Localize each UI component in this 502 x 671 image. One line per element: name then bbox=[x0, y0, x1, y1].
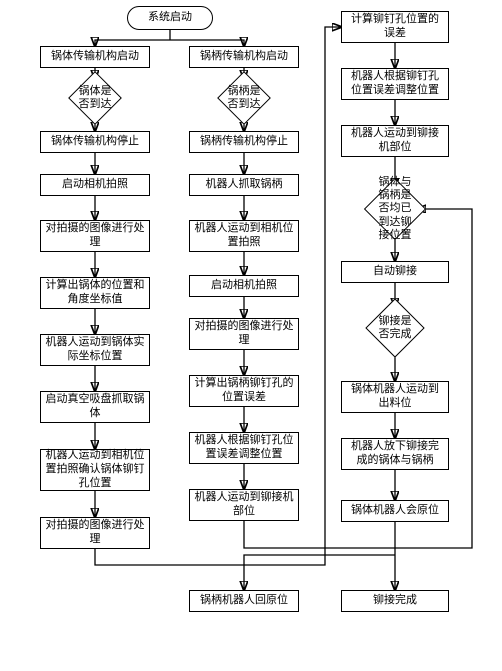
flow-step-L5: 对拍摄的图像进行处理 bbox=[40, 220, 150, 252]
node-label: 锅柄传输机构启动 bbox=[200, 50, 288, 64]
flow-step-R2: 机器人根据铆钉孔位置误差调整位置 bbox=[341, 68, 449, 100]
flow-step-M3: 锅柄传输机构停止 bbox=[189, 131, 299, 153]
node-label: 机器人运动到铆接机部位 bbox=[346, 127, 444, 155]
node-label: 计算出锅柄铆钉孔的位置误差 bbox=[194, 377, 294, 405]
node-label: 铆接是否完成 bbox=[374, 315, 416, 341]
node-label: 锅体传输机构停止 bbox=[51, 135, 139, 149]
flowchart-canvas: 系统启动锅体传输机构启动锅体是否到达锅体传输机构停止启动相机拍照对拍摄的图像进行… bbox=[0, 0, 502, 671]
flow-step-R1: 计算铆钉孔位置的误差 bbox=[341, 11, 449, 43]
flow-step-R10: 铆接完成 bbox=[341, 590, 449, 612]
flow-step-L4: 启动相机拍照 bbox=[40, 174, 150, 196]
node-label: 锅柄是否到达 bbox=[225, 85, 263, 111]
flow-step-L10: 对拍摄的图像进行处理 bbox=[40, 517, 150, 549]
flow-step-M8: 计算出锅柄铆钉孔的位置误差 bbox=[189, 375, 299, 407]
node-label: 机器人运动到锅体实际坐标位置 bbox=[45, 336, 145, 364]
flow-step-M11: 锅柄机器人回原位 bbox=[189, 590, 299, 612]
flow-step-R8: 机器人放下铆接完成的锅体与锅柄 bbox=[341, 438, 449, 470]
flow-decision-R6: 铆接是否完成 bbox=[374, 307, 416, 349]
node-label: 锅体是否到达 bbox=[76, 85, 114, 111]
node-label: 锅体传输机构启动 bbox=[51, 50, 139, 64]
node-label: 机器人放下铆接完成的锅体与锅柄 bbox=[346, 440, 444, 468]
node-label: 计算出锅体的位置和角度坐标值 bbox=[45, 279, 145, 307]
flow-decision-R4: 锅体与锅柄是否均已到达铆接位置 bbox=[373, 187, 417, 231]
node-label: 机器人运动到相机位置拍照 bbox=[194, 222, 294, 250]
node-label: 锅柄传输机构停止 bbox=[200, 135, 288, 149]
node-label: 自动铆接 bbox=[373, 265, 417, 279]
flow-step-R9: 锅体机器人会原位 bbox=[341, 500, 449, 522]
flow-step-L8: 启动真空吸盘抓取锅体 bbox=[40, 391, 150, 423]
node-label: 启动相机拍照 bbox=[62, 178, 128, 192]
flow-step-L3: 锅体传输机构停止 bbox=[40, 131, 150, 153]
flow-step-R3: 机器人运动到铆接机部位 bbox=[341, 125, 449, 157]
node-label: 对拍摄的图像进行处理 bbox=[194, 320, 294, 348]
node-label: 锅体与锅柄是否均已到达铆接位置 bbox=[373, 176, 417, 242]
flow-start-start: 系统启动 bbox=[127, 6, 213, 30]
node-label: 系统启动 bbox=[148, 11, 192, 25]
node-label: 启动真空吸盘抓取锅体 bbox=[45, 393, 145, 421]
flow-decision-M2: 锅柄是否到达 bbox=[225, 79, 263, 117]
flow-step-M10: 机器人运动到铆接机部位 bbox=[189, 489, 299, 521]
node-label: 机器人运动到铆接机部位 bbox=[194, 491, 294, 519]
flow-step-M4: 机器人抓取锅柄 bbox=[189, 174, 299, 196]
node-label: 对拍摄的图像进行处理 bbox=[45, 519, 145, 547]
node-label: 锅体机器人会原位 bbox=[351, 504, 439, 518]
flow-step-M6: 启动相机拍照 bbox=[189, 275, 299, 297]
node-label: 锅柄机器人回原位 bbox=[200, 594, 288, 608]
node-label: 机器人抓取锅柄 bbox=[206, 178, 283, 192]
node-label: 机器人运动到相机位置拍照确认锅体铆钉孔位置 bbox=[45, 449, 145, 490]
node-label: 计算铆钉孔位置的误差 bbox=[346, 13, 444, 41]
flow-step-M7: 对拍摄的图像进行处理 bbox=[189, 318, 299, 350]
flow-step-M9: 机器人根据铆钉孔位置误差调整位置 bbox=[189, 432, 299, 464]
node-label: 对拍摄的图像进行处理 bbox=[45, 222, 145, 250]
flow-step-L7: 机器人运动到锅体实际坐标位置 bbox=[40, 334, 150, 366]
node-label: 机器人根据铆钉孔位置误差调整位置 bbox=[194, 434, 294, 462]
node-label: 铆接完成 bbox=[373, 594, 417, 608]
node-label: 锅体机器人运动到出料位 bbox=[346, 383, 444, 411]
flow-step-R7: 锅体机器人运动到出料位 bbox=[341, 381, 449, 413]
node-label: 启动相机拍照 bbox=[211, 279, 277, 293]
flow-step-L9: 机器人运动到相机位置拍照确认锅体铆钉孔位置 bbox=[40, 449, 150, 491]
flow-step-M5: 机器人运动到相机位置拍照 bbox=[189, 220, 299, 252]
flow-decision-L2: 锅体是否到达 bbox=[76, 79, 114, 117]
node-label: 机器人根据铆钉孔位置误差调整位置 bbox=[346, 70, 444, 98]
flow-step-R5: 自动铆接 bbox=[341, 261, 449, 283]
flow-step-L1: 锅体传输机构启动 bbox=[40, 46, 150, 68]
flow-step-L6: 计算出锅体的位置和角度坐标值 bbox=[40, 277, 150, 309]
flow-step-M1: 锅柄传输机构启动 bbox=[189, 46, 299, 68]
